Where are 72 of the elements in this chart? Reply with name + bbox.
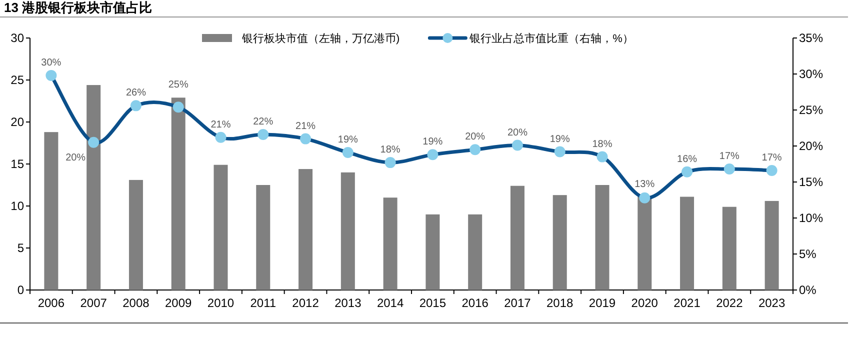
- data-label: 21%: [210, 119, 231, 130]
- legend-label: 银行业占总市值比重（右轴，%）: [468, 32, 634, 45]
- y-tick-label: 5: [17, 241, 24, 255]
- bar: [510, 186, 524, 290]
- bar: [680, 196, 694, 290]
- bar: [340, 172, 355, 290]
- data-label: 18%: [380, 144, 400, 156]
- x-tick-label: 2015: [419, 296, 446, 310]
- chart-title: 13 港股银行板块市值占比: [4, 0, 152, 15]
- bar: [426, 214, 440, 290]
- data-label: 25%: [168, 80, 188, 91]
- bar: [552, 195, 567, 290]
- bar: [468, 214, 482, 290]
- data-label: 13%: [634, 178, 655, 190]
- bar: [171, 98, 186, 290]
- y-tick-label: 30: [10, 31, 24, 45]
- bar: [638, 196, 652, 290]
- x-tick-label: 2020: [631, 296, 658, 310]
- bar: [86, 85, 101, 290]
- data-label: 22%: [253, 116, 274, 128]
- x-tick-label: 2010: [207, 296, 234, 310]
- x-tick-label: 2006: [38, 296, 65, 310]
- x-tick-label: 2012: [292, 296, 320, 310]
- data-label: 19%: [338, 134, 358, 146]
- bar: [722, 206, 736, 290]
- data-label: 20%: [66, 152, 86, 164]
- x-tick-label: 2016: [462, 296, 489, 310]
- y-tick-label: 0: [17, 283, 24, 297]
- data-label: 20%: [465, 132, 486, 143]
- y-tick-label: 15: [10, 157, 24, 171]
- y2-tick-label: 30%: [799, 67, 824, 81]
- x-tick-label: 2022: [716, 296, 744, 310]
- bar: [595, 185, 610, 290]
- y2-tick-label: 0%: [799, 283, 817, 297]
- x-tick-label: 2023: [758, 296, 786, 310]
- bar: [383, 198, 398, 290]
- y-tick-label: 10: [10, 199, 24, 213]
- data-label: 17%: [762, 152, 782, 164]
- x-tick-label: 2014: [376, 296, 404, 310]
- bar: [214, 164, 228, 290]
- y2-tick-label: 25%: [799, 103, 824, 117]
- data-label: 19%: [550, 134, 570, 145]
- y-tick-label: 25: [10, 73, 24, 87]
- x-tick-label: 2007: [80, 296, 108, 310]
- x-tick-label: 2019: [588, 296, 616, 310]
- bar: [256, 185, 270, 290]
- data-label: 17%: [719, 151, 740, 162]
- bar: [128, 180, 143, 290]
- data-label: 26%: [126, 88, 146, 99]
- data-label: 19%: [422, 136, 443, 148]
- y-tick-label: 20: [10, 115, 24, 129]
- y2-tick-label: 10%: [799, 211, 824, 225]
- y2-tick-label: 15%: [799, 175, 824, 189]
- x-tick-label: 2008: [122, 296, 150, 310]
- data-label: 21%: [296, 120, 316, 132]
- legend-label: 银行板块市值（左轴，万亿港币): [241, 32, 400, 45]
- x-tick-label: 2021: [674, 296, 701, 310]
- x-tick-label: 2013: [334, 296, 362, 310]
- x-tick-label: 2011: [250, 296, 276, 310]
- data-label: 30%: [41, 57, 62, 68]
- y2-tick-label: 5%: [799, 247, 817, 261]
- bar: [764, 200, 779, 290]
- data-label: 18%: [592, 138, 612, 150]
- bar: [298, 169, 313, 290]
- x-tick-label: 2018: [546, 296, 574, 310]
- data-label: 16%: [677, 154, 698, 165]
- x-tick-label: 2009: [165, 296, 192, 310]
- bar: [44, 132, 58, 290]
- y2-tick-label: 35%: [799, 31, 824, 45]
- y2-tick-label: 20%: [799, 139, 824, 153]
- x-tick-label: 2017: [504, 296, 532, 310]
- data-label: 20%: [507, 127, 528, 138]
